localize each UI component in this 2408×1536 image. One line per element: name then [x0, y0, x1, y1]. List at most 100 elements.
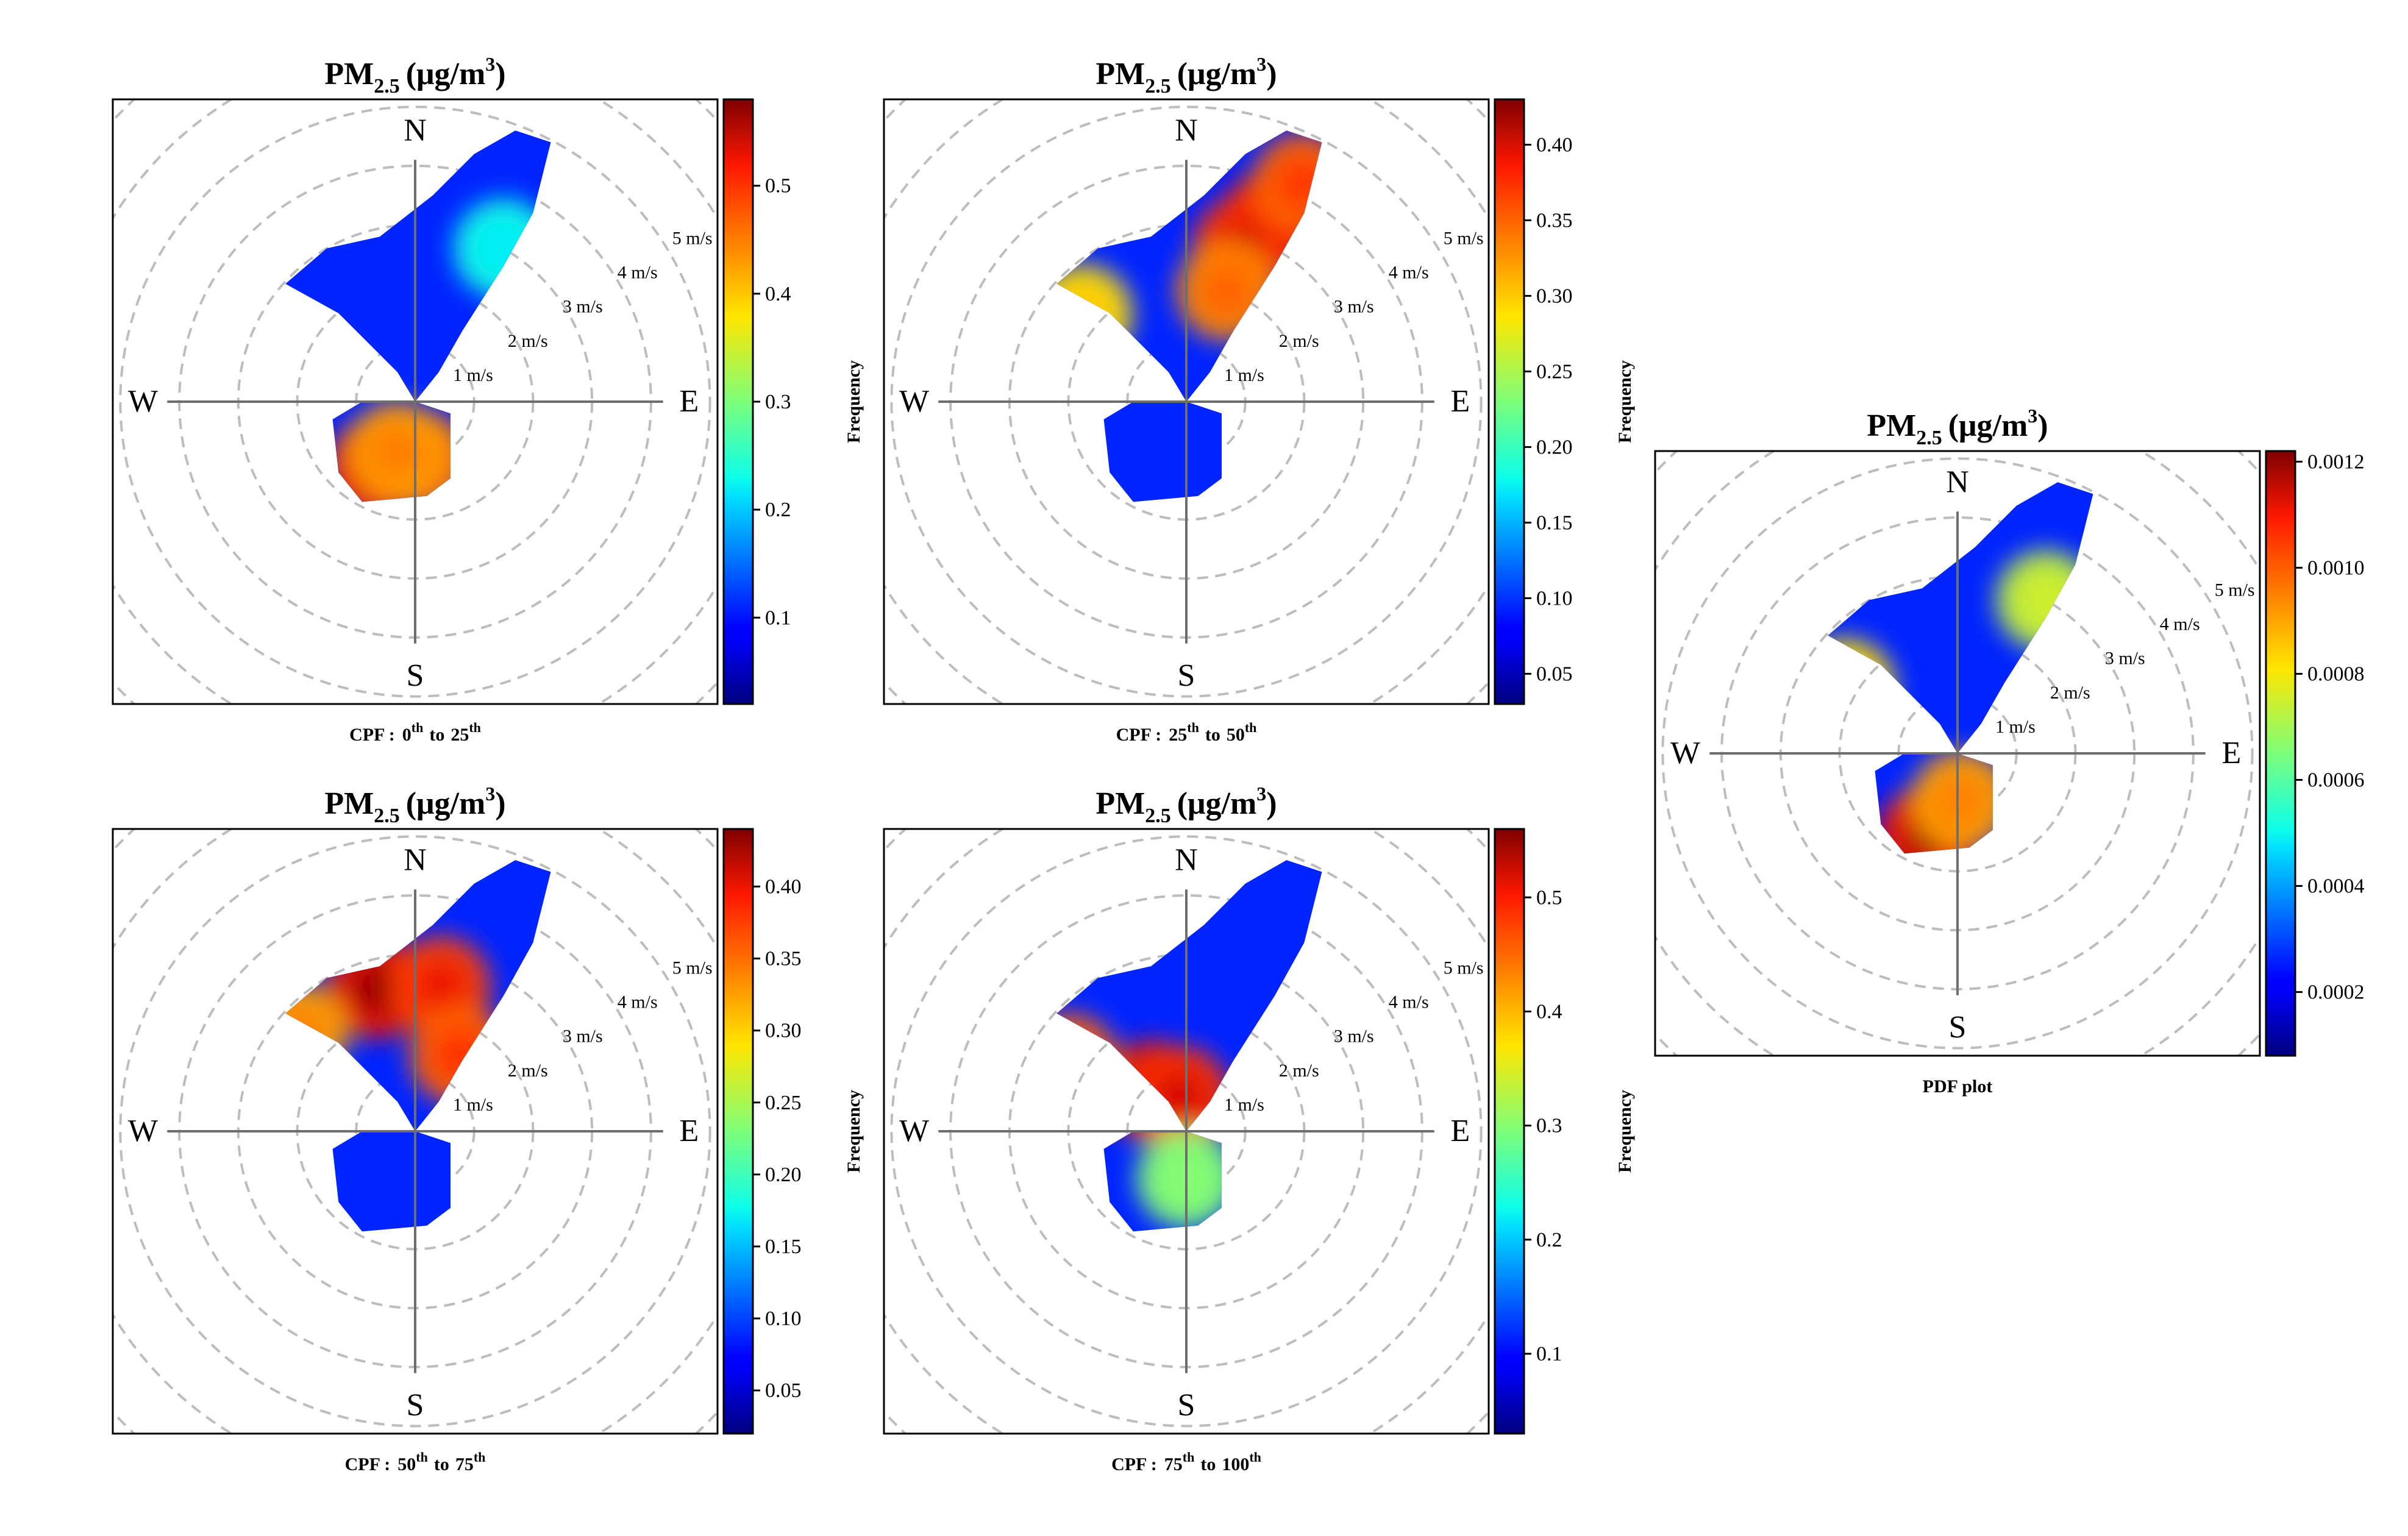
title-unit: (μg/m	[406, 786, 486, 821]
panel-3: PM2.5 (μg/m3) N E S W 1 m/s 2 m/s 3 m/s 4 m/s 5 m/…	[112, 783, 864, 1474]
title-main: PM	[1095, 786, 1145, 821]
speed-ring	[119, 105, 711, 698]
title-sub: 2.5	[374, 805, 400, 827]
title-sub: 2.5	[1916, 427, 1942, 449]
panel-title: PM2.5 (μg/m3)	[1867, 405, 2048, 449]
panel-caption: CPF :25th to 50th	[1116, 720, 1257, 745]
ring-label: 2 m/s	[2050, 683, 2090, 703]
plot-frame	[1654, 450, 2261, 1057]
ring-label: 5 m/s	[1444, 229, 1484, 249]
hotspot-core	[370, 425, 424, 478]
speed-ring	[119, 835, 711, 1428]
colorbar-tick: 0.4	[1536, 1000, 1562, 1023]
ring-label: 1 m/s	[1224, 365, 1264, 385]
ring-label: 1 m/s	[453, 365, 493, 385]
title-sub: 2.5	[1145, 75, 1171, 98]
hotspot	[1056, 264, 1133, 365]
panel-title: PM2.5 (μg/m3)	[1095, 783, 1277, 827]
colorbar-tick: 0.30	[765, 1020, 802, 1042]
caption-to-sup: th	[1245, 720, 1257, 735]
compass-n: N	[1946, 464, 1969, 499]
colorbar-tick: 0.15	[1536, 511, 1573, 534]
compass-w: W	[128, 384, 158, 419]
title-close: )	[495, 786, 505, 821]
speed-ring	[1661, 457, 2254, 1050]
ring-label: 2 m/s	[508, 1061, 548, 1081]
caption-from: 50	[397, 1454, 416, 1474]
title-unit: (μg/m	[1177, 57, 1257, 91]
colorbar-label: Frequency	[844, 360, 864, 443]
colorbar-tick: 0.20	[765, 1164, 802, 1186]
colorbar-tick: 0.0002	[2307, 981, 2365, 1004]
ring-label: 1 m/s	[1224, 1095, 1264, 1115]
compass-e: E	[679, 1114, 699, 1148]
colorbar-tick: 0.5	[1536, 886, 1562, 909]
panel-4: PM2.5 (μg/m3) N E S W 1 m/s 2 m/s 3 m/s 4 m/s 5 m/…	[883, 783, 1635, 1474]
caption-to-sup: th	[474, 1449, 486, 1465]
colorbar-tick: 0.20	[1536, 436, 1573, 458]
compass-n: N	[1175, 113, 1198, 148]
hotspot-core	[350, 962, 404, 1015]
title-main: PM	[324, 57, 374, 91]
colorbar-label: Frequency	[844, 1090, 864, 1173]
colorbar-tick: 0.1	[1536, 1343, 1562, 1365]
compass-s: S	[1178, 1388, 1195, 1423]
ring-label: 4 m/s	[2160, 614, 2200, 635]
plot-frame	[112, 828, 719, 1435]
colorbar-tick: 0.4	[765, 283, 791, 305]
compass-s: S	[407, 1388, 424, 1423]
ring-label: 2 m/s	[1279, 1061, 1319, 1081]
caption-mid: to	[1200, 1454, 1216, 1474]
title-sub: 2.5	[374, 75, 400, 98]
ring-label: 3 m/s	[1334, 1026, 1374, 1047]
hotspot-core	[1935, 773, 1989, 827]
compass-w: W	[1670, 736, 1700, 770]
colorbar-tick: 0.2	[765, 499, 791, 521]
colorbar	[2265, 450, 2296, 1057]
compass-n: N	[404, 842, 427, 877]
ring-label: 5 m/s	[672, 229, 713, 249]
plot-frame	[883, 98, 1490, 705]
plot-frame	[883, 828, 1490, 1435]
colorbar-tick: 0.0006	[2307, 769, 2365, 792]
colorbar-tick: 0.3	[765, 391, 791, 413]
colorbar-tick: 0.25	[1536, 360, 1573, 383]
hotspot-core	[477, 222, 530, 276]
colorbar-tick: 0.40	[765, 875, 802, 898]
hotspot-core	[1276, 156, 1322, 210]
ring-label: 1 m/s	[453, 1095, 493, 1115]
title-unit: (μg/m	[1948, 408, 2028, 443]
colorbar	[1494, 98, 1525, 705]
ring-label: 3 m/s	[2105, 649, 2145, 669]
colorbar-tick: 0.35	[1536, 209, 1573, 232]
colorbar-tick: 0.10	[765, 1307, 802, 1330]
panel-caption: PDF plot	[1923, 1076, 1993, 1097]
ring-label: 1 m/s	[1995, 717, 2036, 737]
title-main: PM	[1095, 57, 1145, 91]
colorbar-tick: 0.10	[1536, 587, 1573, 610]
caption-to-sup: th	[469, 720, 481, 735]
compass-w: W	[899, 384, 929, 419]
colorbar-label: Frequency	[1615, 1090, 1635, 1173]
ring-label: 4 m/s	[618, 992, 658, 1012]
caption-to: 50	[1227, 725, 1245, 745]
hotspot	[1056, 1013, 1119, 1114]
speed-ring	[890, 105, 1483, 698]
hotspot-core	[1153, 1070, 1207, 1123]
hotspot-core	[2019, 574, 2073, 627]
title-close: )	[2037, 408, 2048, 443]
title-sup: 3	[1256, 53, 1266, 75]
title-unit: (μg/m	[1177, 786, 1257, 821]
caption-from-sup: th	[411, 720, 424, 735]
panel-title: PM2.5 (μg/m3)	[324, 783, 505, 827]
compass-w: W	[128, 1114, 158, 1148]
colorbar-label: Frequency	[1615, 360, 1635, 443]
panel-title: PM2.5 (μg/m3)	[1095, 53, 1277, 98]
title-sup: 3	[2028, 405, 2037, 427]
compass-n: N	[404, 113, 427, 148]
ring-label: 2 m/s	[508, 331, 548, 351]
hotspot-core	[414, 959, 468, 1013]
ring-label: 4 m/s	[618, 263, 658, 283]
caption-prefix: CPF :	[1116, 725, 1162, 745]
ring-label: 5 m/s	[2215, 580, 2255, 600]
